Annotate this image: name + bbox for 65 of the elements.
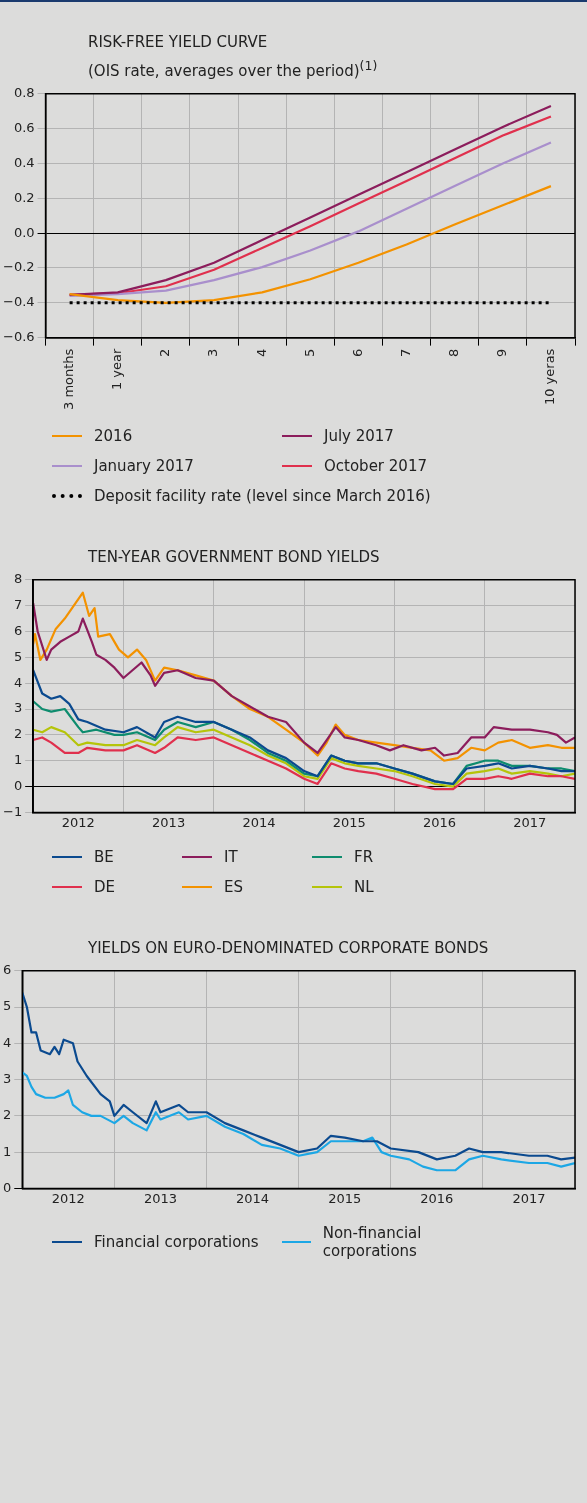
y-tick-label: 0.0	[13, 224, 35, 240]
x-tick-label: 2012	[51, 1190, 85, 1206]
y-tick-label: 0.2	[13, 189, 35, 205]
y-tick-label: 1	[2, 1143, 12, 1159]
chart-title: TEN-YEAR GOVERNMENT BOND YIELDS	[88, 547, 381, 568]
x-tick-label: 10 yeras	[542, 348, 558, 406]
x-tick-label: 9	[494, 348, 510, 357]
legend-label: Deposit facility rate (level since March 2016)	[94, 487, 431, 505]
x-tick-label: 2016	[422, 814, 457, 830]
x-tick-label: 2012	[61, 814, 95, 830]
y-tick-label: 3	[13, 700, 23, 716]
y-tick-label: −0.4	[2, 294, 35, 310]
y-tick-label: 5	[13, 648, 23, 664]
x-tick-label: 4	[253, 348, 269, 357]
y-tick-label: 7	[13, 597, 23, 613]
legend-label: ES	[224, 878, 243, 896]
y-tick-label: 0	[13, 777, 23, 793]
y-tick-label: 6	[13, 622, 23, 638]
x-tick-label: 2013	[143, 1190, 177, 1206]
y-tick-label: 2	[2, 1107, 12, 1123]
legend-label: Non-financial corporations	[322, 1224, 423, 1260]
x-tick-label: 2014	[242, 814, 276, 830]
y-tick-label: −0.2	[2, 259, 35, 275]
x-tick-label: 1 year	[109, 347, 125, 391]
y-tick-label: 8	[13, 571, 23, 587]
y-tick-label: 3	[2, 1070, 12, 1086]
y-tick-label: 1	[13, 752, 23, 768]
legend-label: October 2017	[324, 457, 427, 475]
legend-label: IT	[224, 848, 238, 866]
x-tick-label: 2017	[512, 1190, 546, 1206]
legend-label: 2016	[94, 427, 133, 445]
y-tick-label: 0	[2, 1179, 12, 1195]
y-tick-label: 0.4	[13, 154, 35, 170]
y-tick-label: 6	[2, 962, 12, 978]
y-tick-label: −1	[2, 803, 23, 819]
x-tick-label: 2013	[152, 814, 186, 830]
legend-label: January 2017	[94, 457, 194, 475]
x-tick-label: 6	[349, 348, 365, 357]
y-tick-label: 4	[13, 674, 23, 690]
chart-title: RISK-FREE YIELD CURVE	[88, 32, 269, 53]
y-tick-label: 0.8	[13, 85, 35, 101]
y-tick-label: −0.6	[2, 329, 35, 345]
y-tick-label: 4	[2, 1034, 12, 1050]
x-tick-label: 2014	[236, 1190, 270, 1206]
x-tick-label: 3	[205, 348, 221, 357]
y-tick-label: 0.6	[13, 120, 35, 136]
y-tick-label: 5	[2, 998, 12, 1014]
legend-label: July 2017	[324, 427, 394, 445]
legend-label: NL	[354, 878, 374, 896]
legend-label: FR	[354, 848, 374, 866]
x-tick-label: 2015	[332, 814, 366, 830]
x-tick-label: 5	[301, 348, 317, 357]
x-tick-label: 2015	[328, 1190, 362, 1206]
x-tick-label: 8	[446, 348, 462, 357]
x-tick-label: 2016	[420, 1190, 454, 1206]
x-tick-label: 2017	[513, 814, 547, 830]
chart-title: YIELDS ON EURO-DENOMINATED CORPORATE BONDS	[88, 938, 490, 959]
legend-label: BE	[94, 848, 114, 866]
x-tick-label: 3 months	[61, 348, 77, 411]
chart-subtitle: (OIS rate, averages over the period)$^{(1)}$	[88, 57, 379, 82]
x-tick-label: 7	[397, 348, 413, 357]
legend-label: Financial corporations	[94, 1233, 259, 1251]
y-tick-label: 2	[13, 726, 23, 742]
x-tick-label: 2	[157, 348, 173, 357]
legend-label: DE	[94, 878, 116, 896]
